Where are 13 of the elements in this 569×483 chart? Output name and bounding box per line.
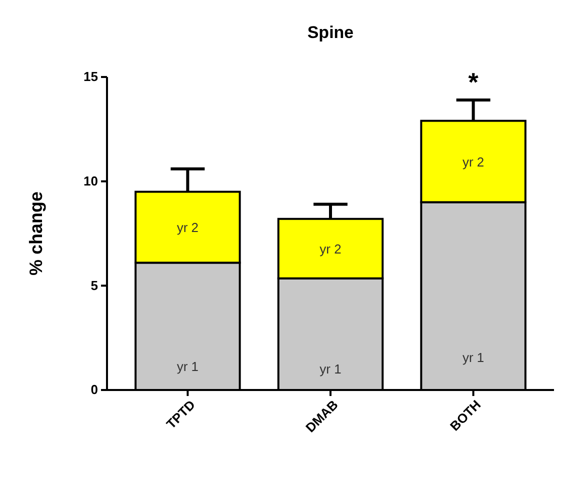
y-tick-label: 10 [84, 173, 98, 188]
text: yr 2 [176, 220, 199, 236]
y-tick-label: 5 [90, 278, 98, 293]
text: yr 1 [462, 350, 484, 365]
annotation: * [468, 67, 480, 97]
text: yr 1 [176, 358, 199, 374]
y-axis-title: % change [26, 191, 46, 276]
y-tick-label: 0 [90, 382, 98, 398]
y-tick-label: 15 [84, 69, 98, 84]
series-label: yr 1 [320, 361, 342, 376]
chart-title: Spine [307, 23, 354, 42]
series-label: yr 2 [320, 242, 342, 257]
text: yr 2 [462, 154, 484, 170]
